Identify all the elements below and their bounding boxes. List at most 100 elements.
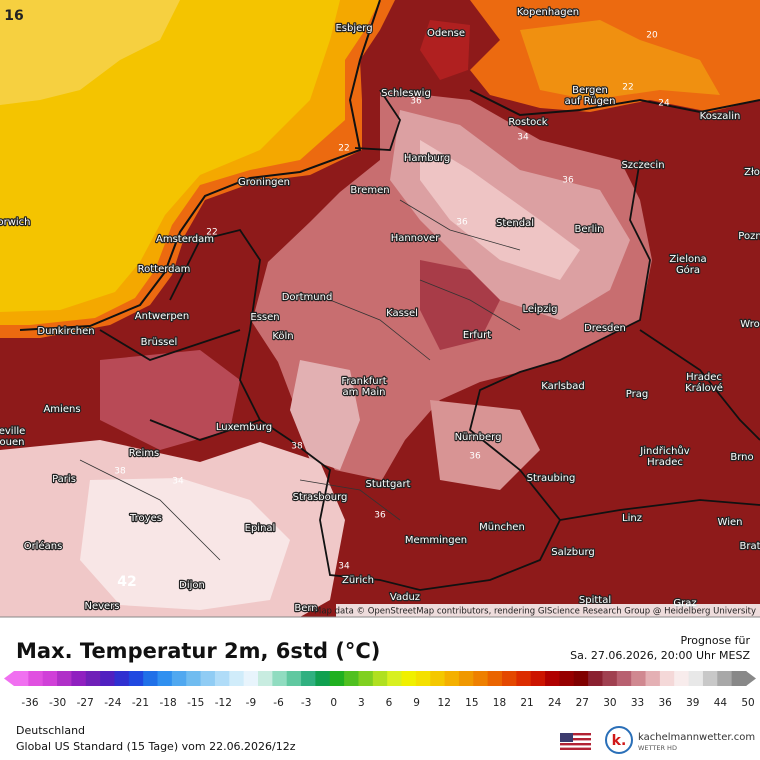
us-flag [560,733,591,750]
city-label: Reims [129,448,159,459]
colorbar-swatch [602,671,618,686]
contour-label: 36 [469,452,481,462]
city-label: Nevers [84,601,119,612]
city-label: Zielona [669,254,706,265]
colorbar-tick-label: 30 [603,697,616,709]
contour-label: 34 [172,477,184,487]
attribution-box [336,604,760,617]
city-label: Schleswig [381,88,431,99]
city-label: Straubing [527,473,576,484]
city-label: Rotterdam [138,264,191,275]
city-label: Szczecin [621,160,664,171]
colorbar-swatch [731,671,747,686]
colorbar-swatch [415,671,431,686]
colorbar-swatch [545,671,560,686]
colorbar-tick-label: 12 [438,697,451,709]
colorbar-tick-label: -9 [246,697,256,709]
brand-sub: WETTER HD [638,744,677,752]
colorbar-swatch [616,671,632,686]
colorbar-tick-label: -30 [49,697,66,709]
city-label: Memmingen [405,535,467,546]
colorbar-swatch [473,671,489,686]
legend-title: Max. Temperatur 2m, 6std (°C) [16,639,380,663]
contour-label: 38 [114,467,126,477]
city-label: Bremen [350,185,389,196]
city-label: Leipzig [522,304,557,315]
city-label: Spittal [579,595,611,606]
city-label: Karlsbad [541,381,584,392]
contour-label: 22 [338,144,349,154]
city-label: Koszalin [700,111,741,122]
city-labels: Kopenhagen Esbjerg Odense Schleswig Bergenau… [0,6,760,615]
colorbar-swatch [315,671,331,686]
city-label: Bern [294,603,317,614]
city-label: Amsterdam [156,234,214,245]
city-label: Dunkirchen [37,326,94,337]
colorbar-arrow-right [746,671,756,686]
colorbar-tick-label: 24 [548,697,562,709]
contour-label: 36 [410,97,422,107]
city-label: Stendal [496,218,534,229]
colorbar-swatch [444,671,460,686]
colorbar-swatch [128,671,144,686]
colorbar-tick-label: -6 [273,697,284,709]
colorbar-swatch [516,671,532,686]
colorbar-swatch [358,671,374,686]
colorbar-swatch [28,671,44,686]
colorbar-tick-label: -3 [301,697,311,709]
city-label: Jindřichův [639,445,689,457]
city-label: Troyes [129,513,162,524]
colorbar-swatch [487,671,503,686]
city-label: Esbjerg [335,23,372,34]
city-label: Erfurt [463,330,491,341]
map-layers [0,0,760,617]
city-label: Nürnberg [455,432,502,443]
colorbar-swatch [229,671,245,686]
colorbar-tick-label: 6 [386,697,393,709]
colorbar-swatch [458,671,474,686]
city-label: Amiens [43,404,80,415]
city-label: Berlin [574,224,603,235]
city-label: Brat [739,541,760,552]
colorbar-swatch [401,671,417,686]
city-label: Strasbourg [293,492,348,503]
colorbar-swatch [71,671,87,686]
city-label: Bergen [572,85,608,96]
city-label: Hradec [647,457,683,468]
contour-label: 34 [517,133,529,143]
city-label: am Main [343,387,386,398]
model-run: Global US Standard (15 Tage) vom 22.06.2… [16,740,296,753]
colorbar-tick-label: 0 [330,697,337,709]
city-label: Prag [626,389,648,400]
colorbar-swatch [286,671,302,686]
city-label: Hannover [391,233,441,244]
contour-labels: 20 22 24 22 36 34 36 36 38 34 38 36 36 42 34 22 [114,31,670,591]
city-label: München [479,522,525,533]
forecast-label: Prognose für [681,634,751,647]
city-label: Góra [676,264,700,276]
city-label: Wien [718,517,743,528]
corner-box [0,0,28,30]
city-label: Brno [730,452,753,463]
city-label: Pozn [738,231,760,242]
colorbar-tick-label: 50 [741,697,754,709]
colorbar-swatch [717,671,733,686]
colorbar-tick-label: -15 [187,697,204,709]
city-label: Odense [427,28,465,39]
city-label: Essen [250,312,279,323]
colorbar-swatch [258,671,273,686]
colorbar-swatch [301,671,316,686]
city-label: Dijon [179,580,205,591]
city-label: Králové [685,382,723,394]
colorbar-tick-label: 9 [413,697,420,709]
brand: kachelmannwetter.com [638,732,755,743]
colorbar-tick-label: -12 [215,697,232,709]
colorbar-tick-label: 3 [358,697,365,709]
colorbar-swatch [157,671,173,686]
city-label: Dresden [584,323,626,334]
city-label: Frankfurt [341,376,386,387]
city-label: Hamburg [404,153,450,164]
city-label: ouen [0,437,24,448]
colorbar-swatch [272,671,288,686]
contour-label: 42 [117,574,136,590]
